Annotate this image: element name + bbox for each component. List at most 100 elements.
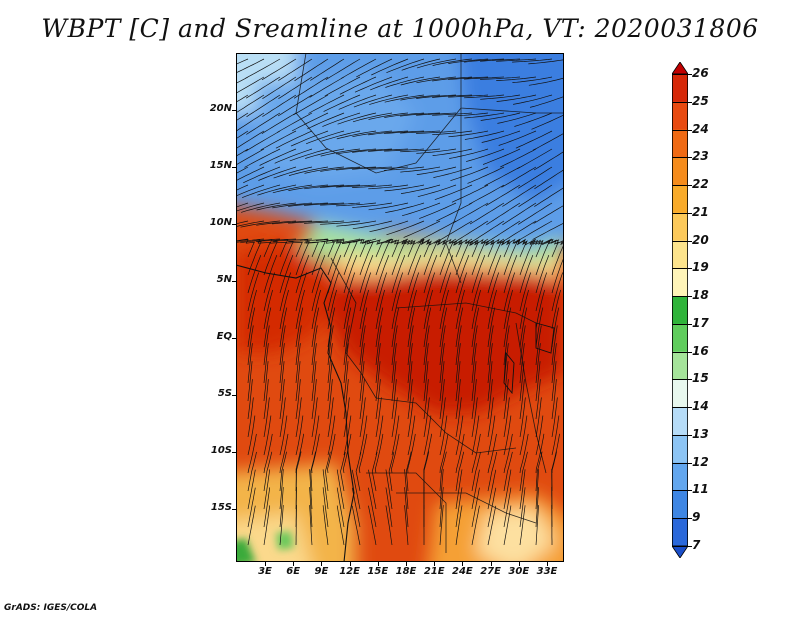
streamline bbox=[359, 254, 374, 294]
streamline bbox=[304, 202, 345, 206]
streamline bbox=[401, 58, 441, 71]
streamline bbox=[448, 112, 489, 117]
streamline bbox=[336, 130, 377, 140]
streamline bbox=[469, 202, 505, 225]
streamline bbox=[351, 469, 361, 510]
streamline bbox=[320, 184, 361, 189]
streamline bbox=[439, 325, 446, 366]
streamline bbox=[484, 166, 521, 187]
grads-credit: GrADS: IGES/COLA bbox=[4, 603, 98, 613]
streamline bbox=[400, 112, 441, 117]
streamline bbox=[240, 220, 281, 228]
colorbar-max-triangle bbox=[672, 62, 688, 75]
colorbar-bin bbox=[672, 296, 688, 325]
lon-tick-label: 9E bbox=[314, 566, 329, 577]
streamline bbox=[402, 202, 441, 217]
streamline bbox=[448, 76, 489, 81]
streamline bbox=[320, 220, 361, 225]
streamline bbox=[551, 289, 561, 330]
streamline bbox=[535, 361, 541, 402]
streamline bbox=[295, 379, 301, 420]
streamline bbox=[247, 505, 256, 546]
colorbar-tick bbox=[672, 268, 692, 270]
streamline bbox=[448, 94, 489, 98]
colorbar-label: 9 bbox=[692, 510, 701, 525]
streamline bbox=[244, 58, 281, 79]
streamline bbox=[407, 289, 417, 330]
colorbar-label: 21 bbox=[692, 204, 709, 219]
colorbar bbox=[672, 62, 688, 558]
streamline bbox=[288, 238, 329, 242]
streamline bbox=[519, 240, 534, 276]
streamline bbox=[434, 184, 473, 201]
streamline bbox=[343, 325, 350, 366]
lon-tick-label: 18E bbox=[395, 566, 417, 577]
colorbar-tick bbox=[672, 490, 692, 492]
streamline bbox=[279, 379, 285, 420]
streamline bbox=[404, 469, 409, 510]
streamline bbox=[375, 397, 382, 438]
streamline bbox=[359, 343, 365, 384]
streamline bbox=[519, 505, 526, 546]
streamline bbox=[258, 166, 297, 181]
streamline bbox=[483, 239, 496, 258]
streamline bbox=[381, 238, 409, 245]
streamline bbox=[375, 240, 390, 276]
streamline bbox=[464, 130, 505, 140]
streamline bbox=[279, 397, 286, 438]
streamline bbox=[487, 325, 494, 366]
streamline bbox=[471, 469, 480, 510]
lon-tick-label: 6E bbox=[286, 566, 301, 577]
streamline bbox=[496, 58, 537, 62]
streamline bbox=[236, 220, 249, 225]
streamline bbox=[375, 361, 381, 402]
streamline bbox=[236, 238, 249, 242]
streamline bbox=[343, 241, 358, 276]
streamline bbox=[279, 254, 294, 294]
streamline bbox=[247, 415, 256, 456]
streamline bbox=[519, 289, 529, 330]
streamline bbox=[240, 238, 281, 244]
streamline bbox=[343, 272, 356, 312]
lat-tick-mark bbox=[232, 509, 236, 510]
lat-tick-label: 5S bbox=[217, 388, 232, 399]
streamline bbox=[503, 433, 513, 474]
lon-tick-label: 27E bbox=[480, 566, 501, 577]
lon-tick-label: 12E bbox=[339, 566, 360, 577]
streamline bbox=[288, 166, 329, 176]
streamline bbox=[407, 415, 416, 456]
lake-outline bbox=[535, 322, 555, 354]
streamline bbox=[471, 379, 477, 420]
streamline bbox=[277, 94, 313, 117]
streamline bbox=[352, 148, 393, 153]
streamline bbox=[519, 379, 525, 420]
streamline bbox=[295, 433, 305, 474]
streamline bbox=[315, 239, 335, 258]
lat-tick-mark bbox=[232, 224, 236, 225]
streamline bbox=[343, 379, 349, 420]
colorbar-label: 19 bbox=[692, 260, 709, 275]
streamline bbox=[311, 343, 317, 384]
streamline bbox=[343, 307, 352, 348]
streamline bbox=[416, 148, 457, 154]
lon-tick-mark bbox=[349, 562, 351, 566]
streamline bbox=[469, 238, 489, 246]
streamline bbox=[407, 307, 416, 348]
streamline bbox=[535, 272, 548, 312]
streamline bbox=[385, 76, 425, 88]
lat-tick-mark bbox=[232, 167, 236, 168]
streamline bbox=[260, 130, 297, 151]
map-panel[interactable] bbox=[236, 53, 564, 562]
streamline bbox=[263, 397, 270, 438]
streamline bbox=[352, 166, 393, 170]
lon-tick-label: 33E bbox=[536, 566, 558, 577]
streamline bbox=[400, 148, 441, 153]
streamline bbox=[535, 254, 550, 294]
colorbar-bin bbox=[672, 101, 688, 131]
streamline bbox=[279, 307, 288, 348]
streamline bbox=[423, 433, 432, 473]
colorbar-label: 7 bbox=[692, 538, 701, 552]
streamline bbox=[289, 148, 329, 162]
streamline bbox=[236, 112, 249, 122]
colorbar-bin bbox=[672, 157, 688, 186]
